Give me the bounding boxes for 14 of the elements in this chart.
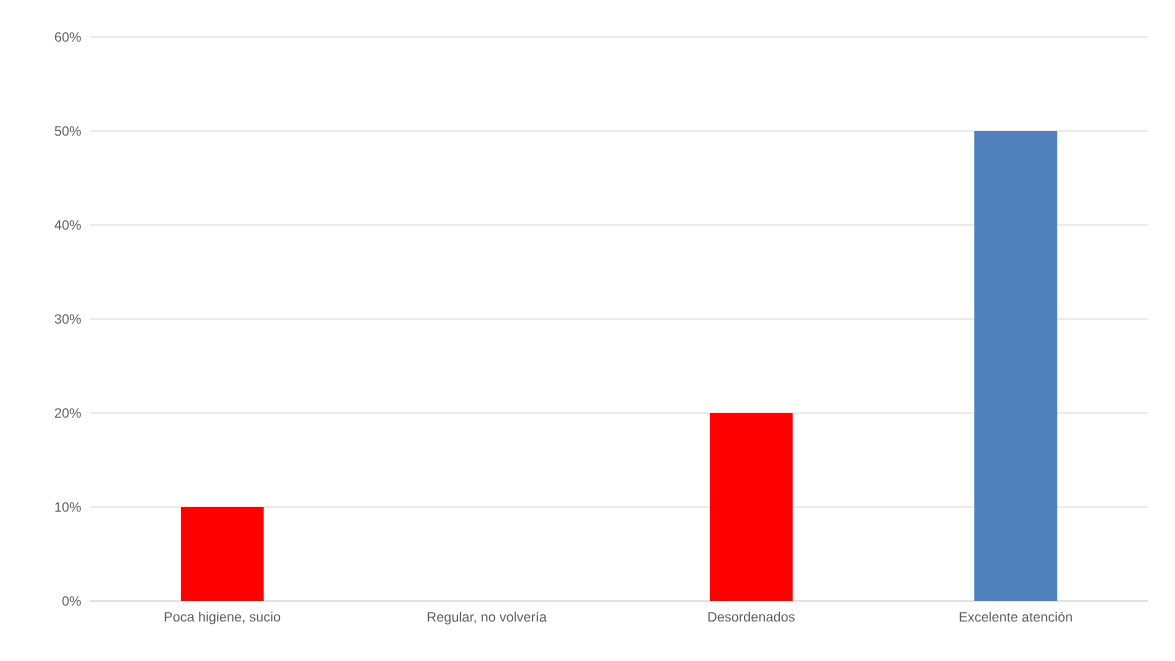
y-tick-label: 20% bbox=[54, 408, 81, 418]
y-tick-label: 0% bbox=[62, 596, 81, 606]
x-tick-label: Desordenados bbox=[708, 611, 795, 622]
y-tick-label: 40% bbox=[54, 220, 81, 230]
x-tick-label: Regular, no volvería bbox=[427, 611, 547, 625]
bar bbox=[709, 412, 793, 601]
y-tick-label: 60% bbox=[54, 32, 81, 42]
bar bbox=[974, 130, 1058, 601]
y-tick-label: 30% bbox=[54, 314, 81, 324]
bar bbox=[180, 506, 264, 601]
x-tick-label: Poca higiene, sucio bbox=[164, 611, 281, 625]
y-tick-label: 10% bbox=[55, 502, 81, 512]
x-tick-label: Excelente atención bbox=[959, 611, 1072, 622]
y-tick-label: 50% bbox=[54, 126, 81, 136]
